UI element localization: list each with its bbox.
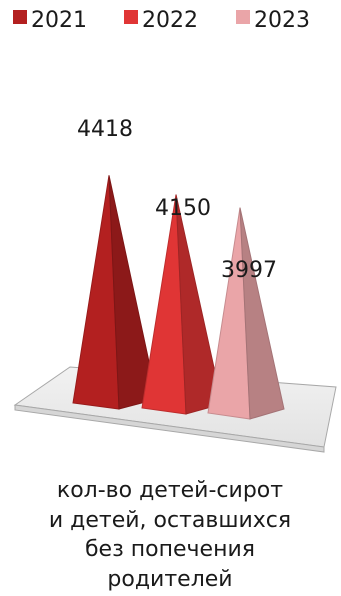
legend-item-2022: 2022 — [124, 8, 198, 33]
pyramid-2021 — [72, 175, 158, 410]
category-label-line-1: кол-во детей-сирот — [57, 478, 283, 503]
legend-label-2023: 2023 — [254, 8, 310, 33]
data-label-2023: 3997 — [221, 258, 277, 283]
legend-swatch-2021 — [13, 10, 27, 24]
category-label-line-2: и детей, оставшихся — [49, 508, 291, 533]
legend-label-2021: 2021 — [31, 8, 87, 33]
legend: 2021 2022 2023 — [13, 8, 310, 33]
pyramid-2021-right-face — [108, 175, 158, 410]
floor-front-edge — [14, 404, 325, 453]
category-label-line-4: родителей — [107, 567, 232, 592]
category-label-line-3: без попечения — [85, 537, 255, 562]
category-label: кол-во детей-сирот и детей, оставшихся б… — [49, 478, 291, 592]
pyramid-2023 — [207, 207, 285, 420]
pyramid-2022-right-face — [175, 194, 223, 415]
legend-item-2021: 2021 — [13, 8, 87, 33]
data-label-2021: 4418 — [77, 117, 133, 142]
legend-swatch-2023 — [236, 10, 250, 24]
data-label-2022: 4150 — [155, 196, 211, 221]
legend-item-2023: 2023 — [236, 8, 310, 33]
pyramid-2023-right-face — [239, 207, 285, 420]
pyramid-2022 — [141, 194, 223, 415]
legend-swatch-2022 — [124, 10, 138, 24]
legend-label-2022: 2022 — [142, 8, 198, 33]
